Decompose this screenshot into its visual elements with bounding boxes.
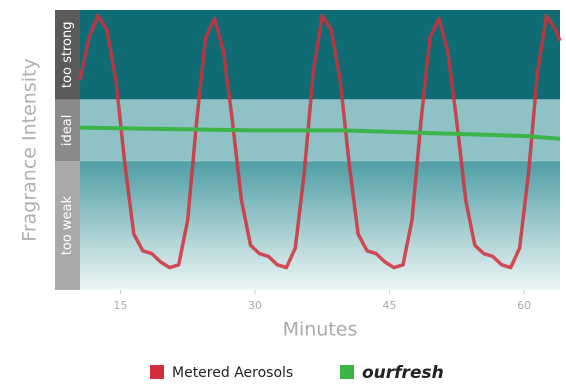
- legend-swatch: [340, 365, 354, 379]
- band-label: ideal: [60, 115, 75, 146]
- band: [80, 161, 560, 290]
- x-tick-label: 30: [248, 299, 262, 312]
- x-tick-label: 60: [517, 299, 531, 312]
- legend-label: ourfresh: [362, 363, 444, 383]
- x-tick-label: 45: [383, 299, 397, 312]
- band-strip: [55, 99, 80, 162]
- series-line: [78, 13, 562, 270]
- band-strip: [55, 161, 80, 290]
- band-strip: [55, 10, 80, 100]
- band-label: too strong: [60, 22, 75, 89]
- x-axis-title: Minutes: [283, 319, 358, 341]
- band-label: too weak: [60, 195, 75, 255]
- y-axis-title: Fragrance Intensity: [19, 58, 41, 241]
- legend-swatch: [150, 365, 164, 379]
- x-tick-label: 15: [113, 299, 127, 312]
- series-line: [79, 125, 561, 141]
- legend-label: Metered Aerosols: [172, 365, 293, 381]
